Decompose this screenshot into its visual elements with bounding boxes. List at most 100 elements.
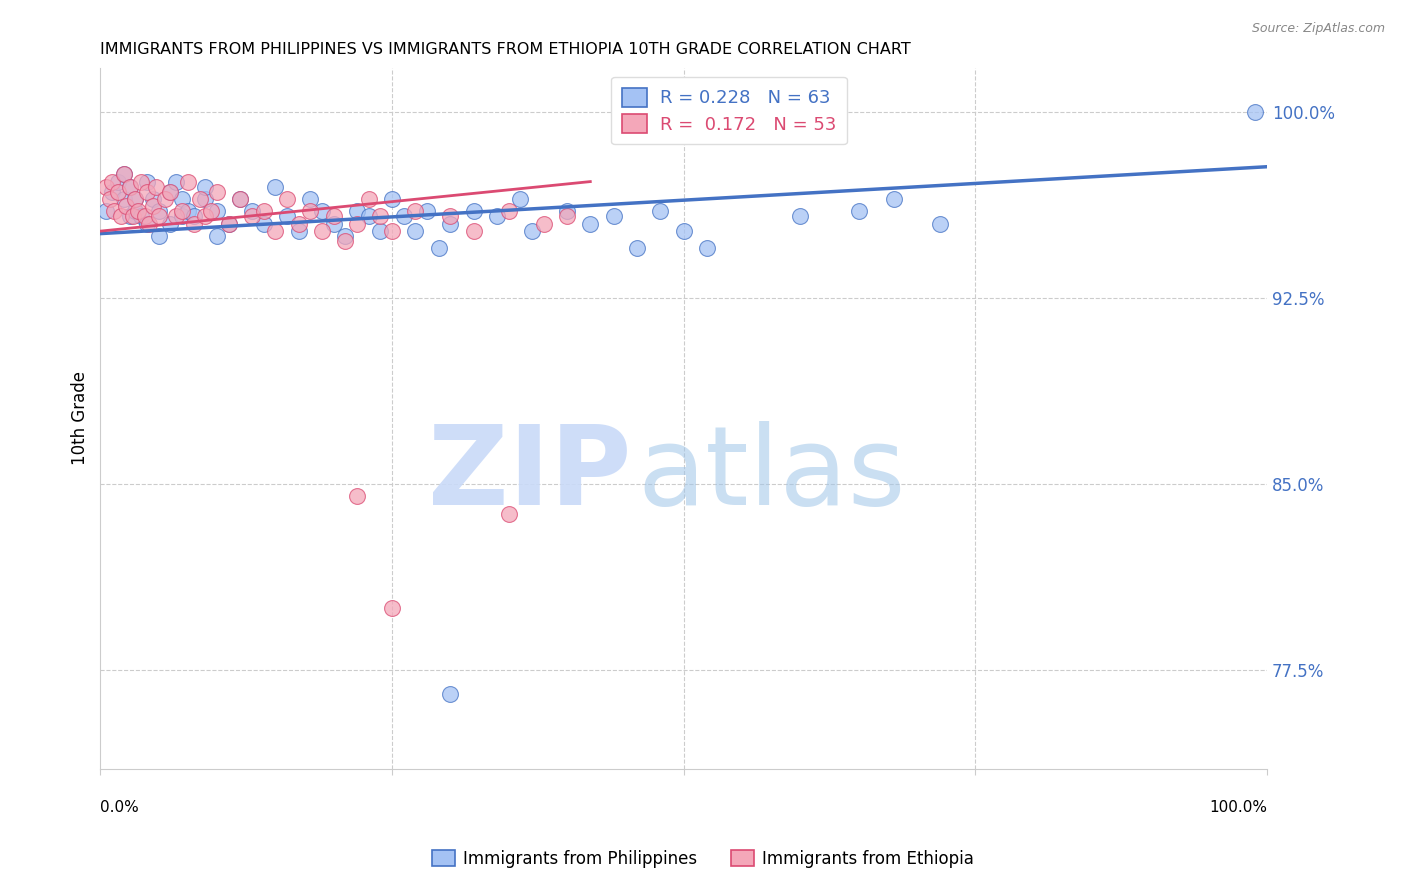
Point [101, 185, 124, 199]
Point [96, 204, 118, 219]
Point [110, 209, 132, 223]
Point [335, 234, 357, 248]
Point [183, 217, 205, 231]
Point [404, 224, 426, 238]
Point [188, 192, 211, 206]
Point [177, 175, 200, 189]
Point [322, 209, 344, 223]
Point [112, 192, 135, 206]
Point [335, 229, 357, 244]
Point [264, 224, 287, 238]
Point [107, 175, 129, 189]
Text: IMMIGRANTS FROM PHILIPPINES VS IMMIGRANTS FROM ETHIOPIA 10TH GRADE CORRELATION C: IMMIGRANTS FROM PHILIPPINES VS IMMIGRANT… [100, 42, 911, 57]
Point [148, 229, 170, 244]
Point [134, 209, 156, 223]
Point [148, 204, 170, 219]
Point [112, 167, 135, 181]
Point [159, 185, 181, 199]
Point [368, 224, 391, 238]
Point [463, 224, 485, 238]
Point [205, 204, 228, 219]
Point [439, 217, 461, 231]
Text: 100.0%: 100.0% [1209, 800, 1267, 815]
Point [194, 192, 217, 206]
Point [138, 217, 160, 231]
Point [218, 217, 240, 231]
Point [602, 209, 624, 223]
Point [287, 217, 309, 231]
Point [118, 209, 141, 223]
Point [177, 204, 200, 219]
Point [696, 242, 718, 256]
Point [848, 204, 870, 219]
Point [439, 687, 461, 701]
Point [520, 224, 543, 238]
Point [145, 179, 167, 194]
Point [579, 217, 602, 231]
Point [322, 217, 344, 231]
Point [122, 209, 145, 223]
Point [357, 192, 380, 206]
Y-axis label: 10th Grade: 10th Grade [72, 371, 89, 465]
Point [200, 204, 222, 219]
Point [124, 192, 146, 206]
Point [101, 175, 124, 189]
Point [98, 192, 121, 206]
Point [404, 204, 426, 219]
Point [439, 209, 461, 223]
Point [381, 224, 404, 238]
Point [142, 192, 165, 206]
Point [555, 204, 578, 219]
Point [650, 204, 672, 219]
Point [115, 199, 138, 213]
Point [368, 209, 391, 223]
Point [229, 192, 252, 206]
Point [240, 204, 263, 219]
Point [392, 209, 415, 223]
Point [218, 217, 240, 231]
Point [626, 242, 648, 256]
Text: Source: ZipAtlas.com: Source: ZipAtlas.com [1251, 22, 1385, 36]
Text: atlas: atlas [637, 421, 905, 528]
Point [112, 167, 135, 181]
Point [346, 204, 368, 219]
Point [276, 192, 298, 206]
Point [498, 204, 520, 219]
Point [107, 185, 129, 199]
Point [159, 185, 181, 199]
Point [427, 242, 450, 256]
Point [165, 209, 187, 223]
Point [129, 175, 152, 189]
Point [118, 179, 141, 194]
Point [509, 192, 531, 206]
Point [264, 179, 287, 194]
Point [299, 204, 322, 219]
Point [346, 489, 368, 503]
Point [1244, 105, 1267, 120]
Point [672, 224, 695, 238]
Point [485, 209, 508, 223]
Point [165, 175, 187, 189]
Point [124, 192, 146, 206]
Point [194, 179, 217, 194]
Point [136, 185, 159, 199]
Point [416, 204, 439, 219]
Point [498, 507, 520, 521]
Point [205, 229, 228, 244]
Point [311, 204, 333, 219]
Point [299, 192, 322, 206]
Point [346, 217, 368, 231]
Point [357, 209, 380, 223]
Point [96, 179, 118, 194]
Point [463, 204, 485, 219]
Point [555, 209, 578, 223]
Point [287, 224, 309, 238]
Point [124, 204, 146, 219]
Legend: Immigrants from Philippines, Immigrants from Ethiopia: Immigrants from Philippines, Immigrants … [425, 844, 981, 875]
Point [789, 209, 811, 223]
Legend: R = 0.228   N = 63, R =  0.172   N = 53: R = 0.228 N = 63, R = 0.172 N = 53 [612, 77, 846, 145]
Point [311, 224, 333, 238]
Point [381, 192, 404, 206]
Point [253, 217, 276, 231]
Point [883, 192, 905, 206]
